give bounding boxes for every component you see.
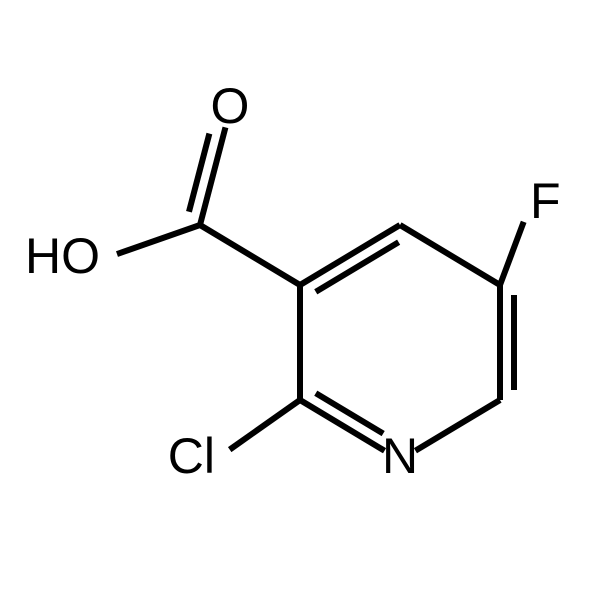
atom-label-cl: Cl — [168, 428, 215, 484]
atom-label-n: N — [382, 428, 418, 484]
atom-label-o1: O — [211, 78, 250, 134]
atom-label-oh: HO — [25, 228, 100, 284]
molecule-diagram: O HO F N Cl — [0, 0, 600, 600]
atom-label-f: F — [530, 173, 561, 229]
